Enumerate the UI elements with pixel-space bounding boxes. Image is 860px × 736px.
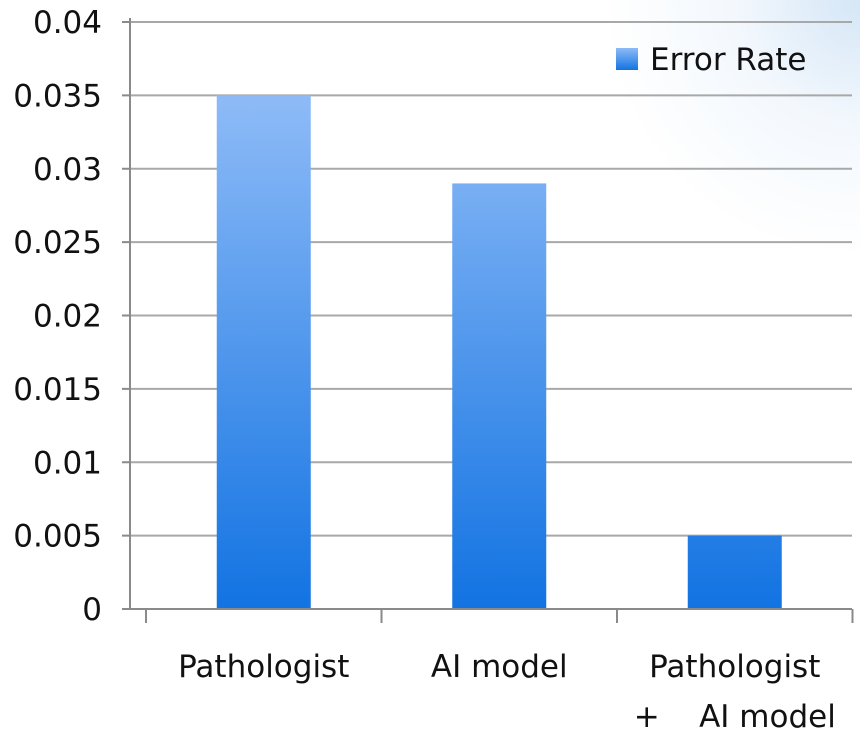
bar-ai-model: [452, 183, 547, 610]
y-tick-label: 0.005: [13, 519, 102, 555]
y-tick-label: 0.015: [13, 372, 102, 408]
y-tick-label: 0: [82, 592, 102, 628]
axes: [122, 18, 854, 623]
background-glow: [600, 0, 860, 260]
x-category-label: Pathologist: [649, 649, 820, 685]
y-tick-label: 0.04: [33, 5, 102, 41]
legend-label: Error Rate: [650, 42, 807, 78]
y-tick-label: 0.025: [13, 225, 102, 261]
x-category-labels: Pathologist AI model Pathologist + AI model: [178, 649, 836, 735]
y-tick-label: 0.03: [33, 152, 102, 188]
y-tick-label: 0.02: [33, 299, 102, 335]
x-category-label: + AI model: [634, 699, 836, 735]
y-tick-label: 0.035: [13, 78, 102, 114]
y-tick-label: 0.01: [33, 445, 102, 481]
bar-pathologist: [216, 95, 311, 609]
y-tick-labels: 0 0.005 0.01 0.015 0.02 0.025 0.03 0.035 0.04: [13, 5, 102, 628]
legend: Error Rate: [616, 42, 807, 78]
x-category-label: AI model: [431, 649, 568, 685]
x-category-label: Pathologist: [178, 649, 349, 685]
legend-swatch: [616, 48, 638, 70]
bars: [216, 95, 782, 610]
bar-pathologist-ai-model: [687, 535, 782, 609]
